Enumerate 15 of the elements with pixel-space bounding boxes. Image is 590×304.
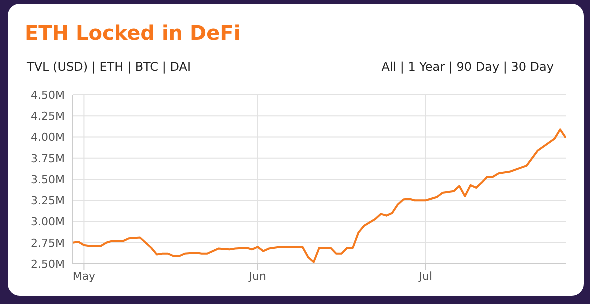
y-tick-label: 4.25M — [31, 110, 65, 124]
text: All | 1 Year | 90 Day | 30 Day — [382, 60, 554, 74]
y-tick-label: 3.75M — [31, 152, 65, 166]
y-tick-label: 4.50M — [31, 88, 65, 102]
chart-title: ETH Locked in DeFi — [25, 21, 241, 45]
text: TVL (USD) | ETH | BTC | DAI — [27, 60, 192, 74]
y-tick-label: 4.00M — [31, 131, 65, 144]
x-tick-label: Jul — [418, 270, 433, 283]
y-tick-label: 2.50M — [31, 258, 65, 271]
x-tick-label: May — [72, 270, 96, 283]
y-tick-label: 3.50M — [31, 173, 65, 186]
y-tick-label: 3.00M — [31, 216, 65, 229]
y-tick-label: 2.75M — [31, 236, 65, 250]
y-tick-label: 3.25M — [31, 194, 65, 208]
x-tick-label: Jun — [248, 270, 266, 283]
